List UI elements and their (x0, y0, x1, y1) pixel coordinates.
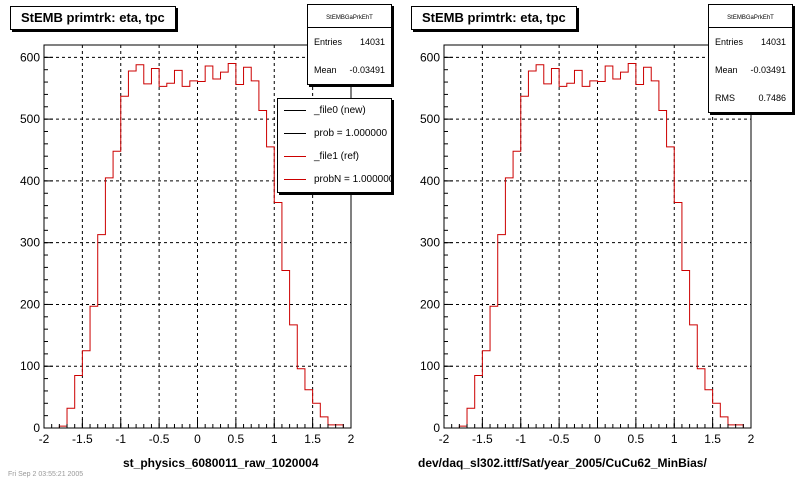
stats-value: -0.03491 (349, 65, 385, 75)
y-tick-label: 300 (420, 236, 440, 250)
stats-row-mean: Mean -0.03491 (308, 56, 391, 84)
x-tick-label: 1 (271, 432, 278, 446)
x-tick-label: 0 (194, 432, 201, 446)
stats-name: StEMBGaPrkEhT (308, 5, 391, 28)
legend: _file0 (new) prob = 1.000000 _file1 (ref… (277, 98, 392, 193)
x-tick-label: -1 (115, 432, 126, 446)
y-tick-label: 100 (20, 359, 40, 373)
stats-row-entries: Entries 14031 (308, 28, 391, 56)
y-tick-label: 400 (420, 174, 440, 188)
x-tick-label: -0.5 (549, 432, 570, 446)
y-tick-label: 600 (420, 50, 440, 64)
legend-entry: _file0 (new) (278, 99, 391, 122)
stats-value: -0.03491 (750, 65, 786, 75)
histogram-series-line (444, 63, 751, 429)
legend-swatch (284, 133, 306, 134)
stats-label: Entries (314, 37, 343, 47)
y-tick-label: 600 (20, 50, 40, 64)
histogram-series-line (44, 63, 351, 429)
stats-row-rms: RMS 0.7486 (709, 84, 792, 112)
x-axis-caption: dev/daq_sl302.ittf/Sat/year_2005/CuCu62_… (418, 456, 707, 470)
x-tick-label: -1.5 (72, 432, 93, 446)
x-tick-label: 0 (594, 432, 601, 446)
stats-row-mean: Mean -0.03491 (709, 56, 792, 84)
x-tick-label: 1.5 (704, 432, 721, 446)
x-tick-label: -0.5 (149, 432, 170, 446)
right-pad: StEMB primtrk: eta, tpc -2 -1.5 -1 -0.5 0 0.5… (400, 0, 800, 480)
legend-label: prob = 1.000000 (314, 128, 388, 139)
y-tick-label: 0 (33, 421, 40, 435)
stats-value: 14031 (359, 37, 385, 47)
legend-label: _file0 (new) (314, 105, 366, 116)
y-tick-label: 100 (420, 359, 440, 373)
footer-timestamp: Fri Sep 2 03:55:21 2005 (8, 471, 84, 478)
histogram-chart-right: -2 -1.5 -1 -0.5 0 0.5 1 1.5 2 0 100 200 300 400 500 600 (420, 44, 755, 446)
y-tick-label: 500 (20, 112, 40, 126)
stats-name: StEMBGaPrkEhT (709, 5, 792, 28)
x-tick-label: -2 (439, 432, 450, 446)
legend-swatch (284, 156, 306, 157)
stats-row-entries: Entries 14031 (709, 28, 792, 56)
y-tick-label: 300 (20, 236, 40, 250)
stats-label: Entries (715, 37, 744, 47)
x-tick-label: 1.5 (304, 432, 321, 446)
stats-label: Mean (314, 65, 337, 75)
histogram-chart-left: -2 -1.5 -1 -0.5 0 0.5 1 1.5 2 0 100 200 300 400 500 600 (20, 44, 355, 446)
y-tick-label: 400 (20, 174, 40, 188)
stats-box: StEMBGaPrkEhT Entries 14031 Mean -0.0349… (307, 4, 392, 85)
legend-entry: _file1 (ref) (278, 145, 391, 168)
left-pad: StEMB primtrk: eta, tpc -2 -1.5 -1 -0.5 0 0.5… (10, 4, 392, 470)
x-tick-label: 1 (671, 432, 678, 446)
legend-entry: probN = 1.000000 (278, 168, 391, 191)
x-tick-label: 0.5 (628, 432, 645, 446)
stats-value: 14031 (760, 37, 786, 47)
y-tick-label: 200 (20, 297, 40, 311)
legend-label: _file1 (ref) (314, 151, 360, 162)
x-tick-label: -2 (39, 432, 50, 446)
stats-value: 0.7486 (758, 93, 786, 103)
x-tick-label: -1 (515, 432, 526, 446)
chart-title: StEMB primtrk: eta, tpc (10, 6, 176, 30)
x-tick-label: 2 (348, 432, 355, 446)
x-axis-caption: st_physics_6080011_raw_1020004 (123, 456, 319, 470)
legend-swatch (284, 179, 306, 180)
legend-swatch (284, 110, 306, 111)
legend-label: probN = 1.000000 (314, 174, 392, 185)
chart-title: StEMB primtrk: eta, tpc (411, 6, 577, 30)
stats-label: Mean (715, 65, 738, 75)
y-tick-label: 500 (420, 112, 440, 126)
legend-entry: prob = 1.000000 (278, 122, 391, 145)
y-tick-label: 0 (433, 421, 440, 435)
y-tick-label: 200 (420, 297, 440, 311)
x-tick-label: 0.5 (228, 432, 245, 446)
stats-label: RMS (715, 93, 735, 103)
x-tick-label: -1.5 (472, 432, 493, 446)
x-tick-label: 2 (748, 432, 755, 446)
stats-box: StEMBGaPrkEhT Entries 14031 Mean -0.0349… (708, 4, 793, 113)
